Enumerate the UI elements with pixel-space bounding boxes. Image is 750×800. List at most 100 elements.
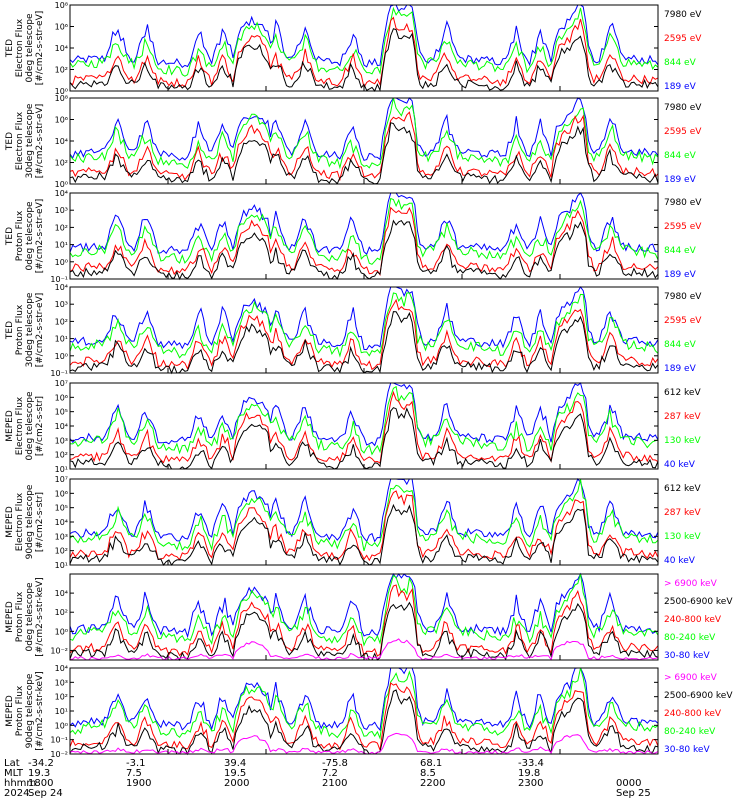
panel-1: TED Electron Flux 0deg telescope [#/cm2-s-s… bbox=[5, 1, 702, 96]
y-tick-label: 10⁴ bbox=[55, 589, 68, 598]
y-axis-label-line: [#/cm2-s-str-eV] bbox=[35, 199, 45, 274]
y-axis-label-line: 0deg telescope bbox=[25, 391, 35, 461]
series-line-blue bbox=[69, 478, 659, 543]
y-tick-label: 10⁶ bbox=[55, 23, 68, 32]
y-tick-label: 10⁶ bbox=[55, 489, 68, 498]
series-line-green bbox=[69, 667, 659, 741]
series-line-red bbox=[69, 490, 659, 562]
series-line-red bbox=[69, 298, 659, 371]
footer-hhmm: 2100 bbox=[322, 778, 347, 789]
y-tick-label: 10¹ bbox=[55, 561, 68, 570]
y-tick-label: 10¹ bbox=[55, 241, 68, 250]
footer-row-label: hhmm bbox=[4, 778, 36, 789]
legend-entry: 240-800 keV bbox=[664, 709, 722, 719]
y-tick-label: 10⁻¹ bbox=[50, 369, 68, 378]
legend-entry: 844 eV bbox=[664, 58, 697, 68]
y-tick-label: 10³ bbox=[55, 678, 68, 687]
series-line-green bbox=[69, 385, 659, 456]
y-tick-label: 10⁶ bbox=[55, 116, 68, 125]
footer-lat: -34.2 bbox=[28, 758, 54, 769]
series-line-blue bbox=[69, 192, 658, 256]
y-tick-label: 10⁴ bbox=[55, 189, 68, 198]
footer-lat: -3.1 bbox=[126, 758, 146, 769]
legend-entry: 2500-6900 keV bbox=[664, 597, 733, 607]
legend-entry: 2595 eV bbox=[664, 316, 702, 326]
y-axis-label-line: [#/cm2-s-str-eV] bbox=[35, 293, 45, 368]
legend-entry: 2500-6900 keV bbox=[664, 691, 733, 701]
y-axis-label-line: Proton Flux bbox=[15, 685, 25, 736]
series-line-green bbox=[69, 292, 659, 359]
y-axis-label-line: [#/cm2-s-str-keV] bbox=[35, 671, 45, 750]
y-axis-label-line: [#/cm2-s-str] bbox=[35, 492, 45, 552]
panel-7: MEPED Proton Flux 0deg telescope [#/cm2-s-s… bbox=[5, 572, 733, 662]
footer-mlt: 8.5 bbox=[420, 768, 436, 779]
y-axis-label-line: 0deg telescope bbox=[25, 13, 35, 83]
y-tick-label: 10⁰ bbox=[55, 180, 68, 189]
y-tick-label: 10⁸ bbox=[55, 1, 68, 10]
legend-entry: 130 keV bbox=[664, 532, 701, 542]
y-tick-label: 10³ bbox=[55, 300, 68, 309]
footer-lat: 68.1 bbox=[420, 758, 442, 769]
y-tick-label: 10⁰ bbox=[55, 352, 68, 361]
legend-entry: 2595 eV bbox=[664, 127, 702, 137]
y-tick-label: 10² bbox=[55, 693, 68, 702]
series-line-blue bbox=[69, 97, 659, 161]
legend-entry: 287 keV bbox=[664, 508, 701, 518]
legend-entry: 189 eV bbox=[664, 82, 697, 92]
y-tick-label: 10⁷ bbox=[55, 379, 68, 388]
legend-entry: 844 eV bbox=[664, 246, 697, 256]
y-tick-label: 10⁴ bbox=[55, 422, 68, 431]
series-line-green bbox=[69, 573, 659, 647]
y-axis-label-line: MEPED bbox=[5, 410, 15, 442]
legend-entry: 7980 eV bbox=[664, 198, 702, 208]
legend-entry: 2595 eV bbox=[664, 34, 702, 44]
y-tick-label: 10⁴ bbox=[55, 44, 68, 53]
footer-row-label: Lat bbox=[4, 758, 20, 769]
series-line-blue bbox=[69, 382, 659, 447]
y-tick-label: 10⁵ bbox=[55, 408, 68, 417]
series-line-blue bbox=[69, 572, 659, 639]
y-axis-label-line: [#/cm2-s-str-keV] bbox=[35, 577, 45, 656]
legend-entry: 189 eV bbox=[664, 270, 697, 280]
y-tick-label: 10⁻² bbox=[50, 646, 68, 655]
y-axis-label-line: 30deg telescope bbox=[25, 292, 35, 367]
y-axis-label-line: TED bbox=[5, 39, 15, 58]
y-tick-label: 10⁴ bbox=[55, 137, 68, 146]
legend-entry: 287 keV bbox=[664, 412, 701, 422]
y-axis-label-line: TED bbox=[5, 321, 15, 340]
series-line-blue bbox=[69, 667, 659, 732]
y-tick-label: 10³ bbox=[55, 532, 68, 541]
y-tick-label: 10³ bbox=[55, 206, 68, 215]
panel-6: MEPED Electron Flux 90deg telescope [#/cm2-… bbox=[5, 475, 701, 570]
footer-hhmm: 2300 bbox=[518, 778, 543, 789]
y-tick-label: 10⁰ bbox=[55, 87, 68, 96]
series-line-green bbox=[69, 478, 659, 552]
footer-date: Sep 24 bbox=[28, 788, 63, 799]
y-tick-label: 10⁰ bbox=[55, 258, 68, 267]
panel-2: TED Electron Flux 30deg telescope [#/cm2-s-… bbox=[5, 94, 702, 189]
y-tick-label: 10⁸ bbox=[55, 94, 68, 103]
y-axis-label-line: 90deg telescope bbox=[25, 673, 35, 748]
legend-entry: 7980 eV bbox=[664, 10, 702, 20]
legend-entry: 40 keV bbox=[664, 460, 696, 470]
legend-entry: > 6900 keV bbox=[664, 579, 718, 589]
y-tick-label: 10² bbox=[55, 66, 68, 75]
legend-entry: 612 keV bbox=[664, 484, 701, 494]
y-axis-label-line: Proton Flux bbox=[15, 591, 25, 642]
y-axis-label-line: 30deg telescope bbox=[25, 103, 35, 178]
y-tick-label: 10⁰ bbox=[55, 721, 68, 730]
footer-row-label: 2024 bbox=[4, 788, 29, 799]
legend-entry: 40 keV bbox=[664, 556, 696, 566]
y-axis-label-line: Electron Flux bbox=[15, 492, 25, 551]
legend-entry: 80-240 keV bbox=[664, 727, 716, 737]
y-tick-label: 10⁰ bbox=[55, 627, 68, 636]
footer-lat: -75.8 bbox=[322, 758, 348, 769]
y-tick-label: 10² bbox=[55, 223, 68, 232]
y-tick-label: 10⁻¹ bbox=[50, 736, 68, 745]
footer-date: Sep 25 bbox=[616, 788, 651, 799]
footer-hhmm: 1900 bbox=[126, 778, 151, 789]
y-axis-label-line: 0deg telescope bbox=[25, 201, 35, 271]
footer-lat: 39.4 bbox=[224, 758, 246, 769]
